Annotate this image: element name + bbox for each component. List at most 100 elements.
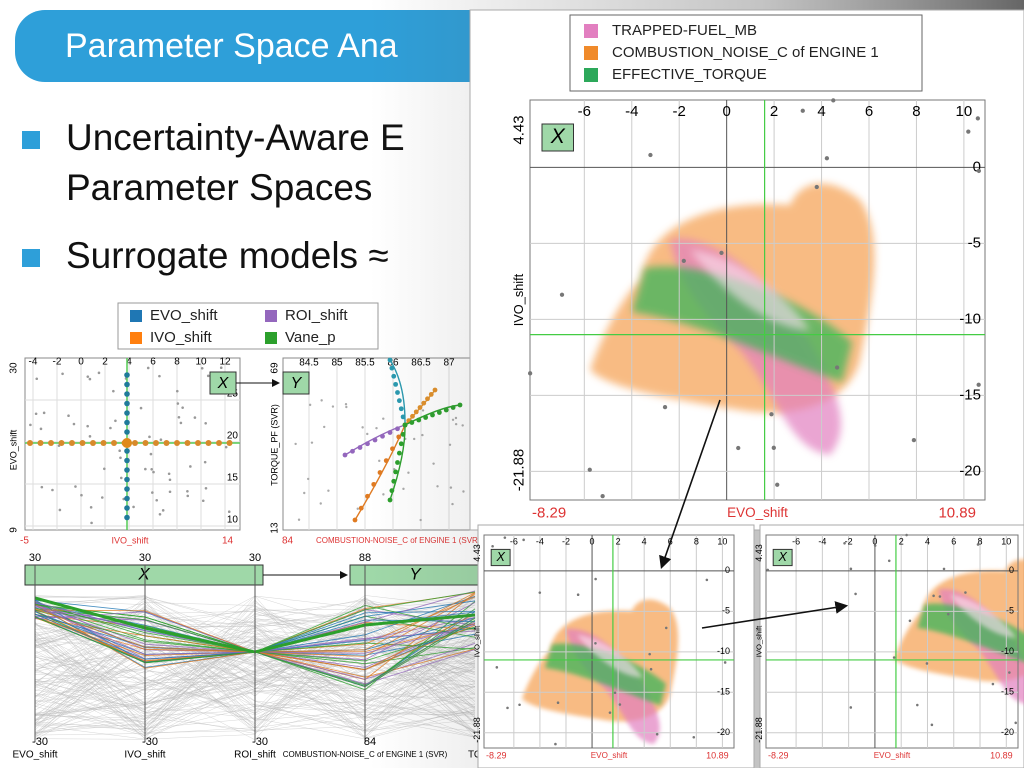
point — [327, 489, 330, 492]
tick-label: -15 — [717, 687, 730, 697]
point — [203, 460, 207, 464]
legend-swatch — [584, 46, 598, 60]
point — [100, 496, 104, 499]
point — [158, 374, 161, 378]
point — [319, 502, 322, 505]
point — [86, 375, 90, 378]
tag: Y — [291, 375, 303, 392]
tag: X — [217, 375, 230, 392]
axis-bottom: -30 — [252, 736, 268, 748]
tick-label: -4 — [29, 357, 38, 368]
point — [975, 116, 980, 121]
point — [124, 495, 130, 502]
legend-swatch — [265, 310, 277, 322]
axis-label: EVO_shift — [727, 505, 788, 520]
tick-label: -4 — [625, 103, 638, 120]
point — [320, 399, 323, 402]
point — [168, 478, 172, 482]
axis-end: 4.43 — [754, 544, 764, 562]
point — [342, 452, 348, 458]
point — [161, 509, 165, 512]
point — [74, 485, 77, 488]
point — [506, 706, 509, 710]
point — [908, 619, 912, 623]
point — [184, 440, 191, 446]
point — [345, 405, 348, 409]
axis-label: EVO_shift — [8, 429, 18, 470]
density-group — [894, 559, 1024, 704]
tick-label: -10 — [1001, 646, 1014, 656]
point — [849, 567, 853, 571]
blob-light — [949, 594, 1017, 638]
point — [111, 440, 117, 446]
blob-light — [690, 250, 810, 330]
point — [771, 445, 776, 450]
axis-top: 30 — [139, 552, 151, 564]
point — [892, 656, 896, 659]
point — [122, 438, 132, 448]
tick-label: 0 — [973, 158, 981, 175]
point — [800, 108, 805, 113]
axis-label: EVO_shift — [874, 751, 911, 760]
point — [323, 425, 326, 429]
point — [306, 477, 310, 481]
point — [158, 513, 162, 516]
point — [124, 457, 130, 464]
point — [216, 440, 222, 446]
point — [179, 421, 183, 425]
point — [39, 427, 43, 431]
point — [124, 467, 130, 473]
tick-label: 0 — [725, 565, 730, 575]
point — [681, 258, 686, 264]
tick-label: 10 — [717, 537, 727, 547]
bullet — [22, 249, 40, 267]
tick-label: 10 — [1001, 537, 1011, 547]
point — [150, 467, 153, 471]
axis-end: 84 — [282, 536, 294, 547]
point — [366, 432, 369, 436]
axis-top: 30 — [249, 552, 261, 564]
point — [831, 98, 836, 103]
legend-swatch — [265, 332, 277, 344]
tick-label: 6 — [150, 357, 156, 368]
legend-box — [569, 14, 923, 92]
point — [946, 612, 950, 616]
tag-box — [541, 123, 574, 152]
legend-label: Vane_p — [285, 329, 336, 346]
blob-green — [632, 266, 852, 382]
point — [205, 440, 212, 446]
axis-end: 10.89 — [938, 504, 976, 521]
plot-frame — [765, 534, 1019, 749]
point — [167, 472, 171, 476]
point — [100, 440, 107, 446]
tick-label: 0 — [590, 537, 595, 547]
point — [124, 400, 130, 407]
point — [766, 568, 770, 572]
point — [308, 403, 312, 407]
plot-frame — [529, 99, 986, 501]
point — [518, 703, 521, 707]
tag-box — [282, 371, 310, 395]
point — [200, 366, 204, 370]
arrow — [701, 601, 849, 629]
axis-end: 10.89 — [706, 750, 729, 760]
point — [58, 508, 62, 512]
point — [86, 424, 89, 428]
legend-swatch — [130, 332, 142, 344]
tick-label: 85.5 — [355, 358, 375, 369]
tick-label: 2 — [616, 537, 621, 547]
tick-label: 2 — [770, 103, 778, 120]
axis-end: 4.43 — [472, 544, 482, 562]
legend-swatch — [584, 24, 598, 38]
axis-end: -21.88 — [510, 449, 527, 492]
tick-label: -2 — [673, 103, 686, 120]
point — [67, 414, 70, 418]
point — [655, 732, 659, 736]
bullet — [22, 131, 40, 149]
tick-label: -5 — [722, 606, 730, 616]
point — [736, 445, 741, 451]
legend-label: IVO_shift — [150, 329, 213, 346]
point — [153, 440, 159, 446]
tick-label: -15 — [959, 386, 981, 403]
